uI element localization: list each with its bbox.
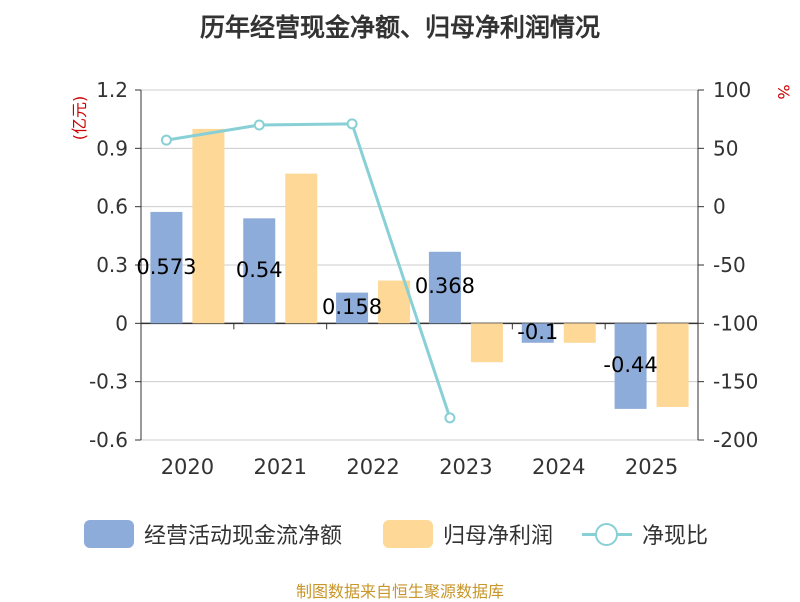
data-label-cash-flow: 0.368	[415, 274, 475, 298]
left-tick-label: 0.3	[96, 253, 128, 277]
grid-lines	[141, 89, 698, 441]
ratio-line	[160, 118, 456, 424]
left-tick-label: -0.6	[89, 428, 128, 452]
bar-net-profit	[378, 280, 411, 324]
bar-cash-flow	[428, 251, 461, 324]
left-tick-label: 1.2	[96, 78, 128, 102]
bar-net-profit	[656, 323, 689, 407]
left-tick-label: 0.9	[96, 136, 128, 160]
legend-label-ratio: 净现比	[642, 524, 709, 549]
legend-swatch-net-profit	[383, 520, 433, 548]
chart-title: 历年经营现金净额、归母净利润情况	[199, 13, 600, 42]
left-axis-unit: (亿元)	[70, 96, 89, 141]
left-tick-label: -0.3	[89, 370, 128, 394]
ratio-point	[160, 134, 172, 146]
right-tick-label: -100	[713, 311, 758, 335]
left-tick-label: 0.6	[96, 195, 128, 219]
bar-cash-flow	[150, 211, 183, 324]
bar-cash-flow	[614, 323, 647, 409]
x-tick-label: 2022	[346, 455, 399, 479]
data-label-cash-flow: 0.54	[236, 258, 283, 282]
right-tick-label: -150	[713, 370, 758, 394]
bar-net-profit	[470, 323, 503, 363]
right-tick-label: -50	[713, 253, 746, 277]
ratio-point	[444, 412, 456, 424]
data-label-cash-flow: -0.44	[603, 353, 657, 377]
legend-swatch-cash-flow	[84, 520, 134, 548]
source-note: 制图数据来自恒生聚源数据库	[295, 582, 504, 601]
bar-cash-flow	[243, 218, 276, 324]
legend-label-net-profit: 归母净利润	[443, 524, 554, 549]
ratio-line-path	[166, 122, 452, 419]
legend-label-cash-flow: 经营活动现金流净额	[144, 524, 343, 549]
legend-item-net-profit[interactable]: 归母净利润	[383, 516, 553, 552]
legend-item-cash-flow[interactable]: 经营活动现金流净额	[84, 516, 342, 552]
x-tick-label: 2021	[254, 455, 307, 479]
right-tick-label: -200	[713, 428, 758, 452]
bar-net-profit	[563, 323, 596, 343]
bar-cash-flow	[521, 323, 554, 343]
ratio-point	[346, 118, 358, 130]
data-labels: 0.573 0.54 0.158 0.368 -0.1 -0.44	[136, 255, 657, 377]
x-tick-label: 2023	[439, 455, 492, 479]
axes: 1.2 0.9 0.6 0.3 0 -0.3 -0.6 100 50 0 -50 -100 -150 -2…	[70, 78, 793, 479]
right-tick-label: 100	[713, 78, 751, 102]
legend-swatch-ratio	[582, 520, 632, 548]
x-tick-label: 2024	[532, 455, 585, 479]
data-label-cash-flow: 0.573	[136, 255, 196, 279]
x-tick-label: 2025	[625, 455, 678, 479]
ratio-point	[253, 119, 265, 131]
data-label-cash-flow: 0.158	[322, 295, 382, 319]
bars	[150, 128, 689, 409]
bar-cash-flow	[336, 292, 369, 324]
right-tick-label: 0	[713, 195, 726, 219]
right-axis-unit: %	[774, 84, 793, 99]
bar-net-profit	[285, 173, 318, 324]
legend-item-ratio[interactable]: 净现比	[582, 516, 708, 552]
data-label-cash-flow: -0.1	[517, 320, 558, 344]
left-tick-label: 0	[115, 311, 128, 335]
x-tick-label: 2020	[161, 455, 214, 479]
bar-net-profit	[192, 128, 225, 324]
right-tick-label: 50	[713, 136, 738, 160]
